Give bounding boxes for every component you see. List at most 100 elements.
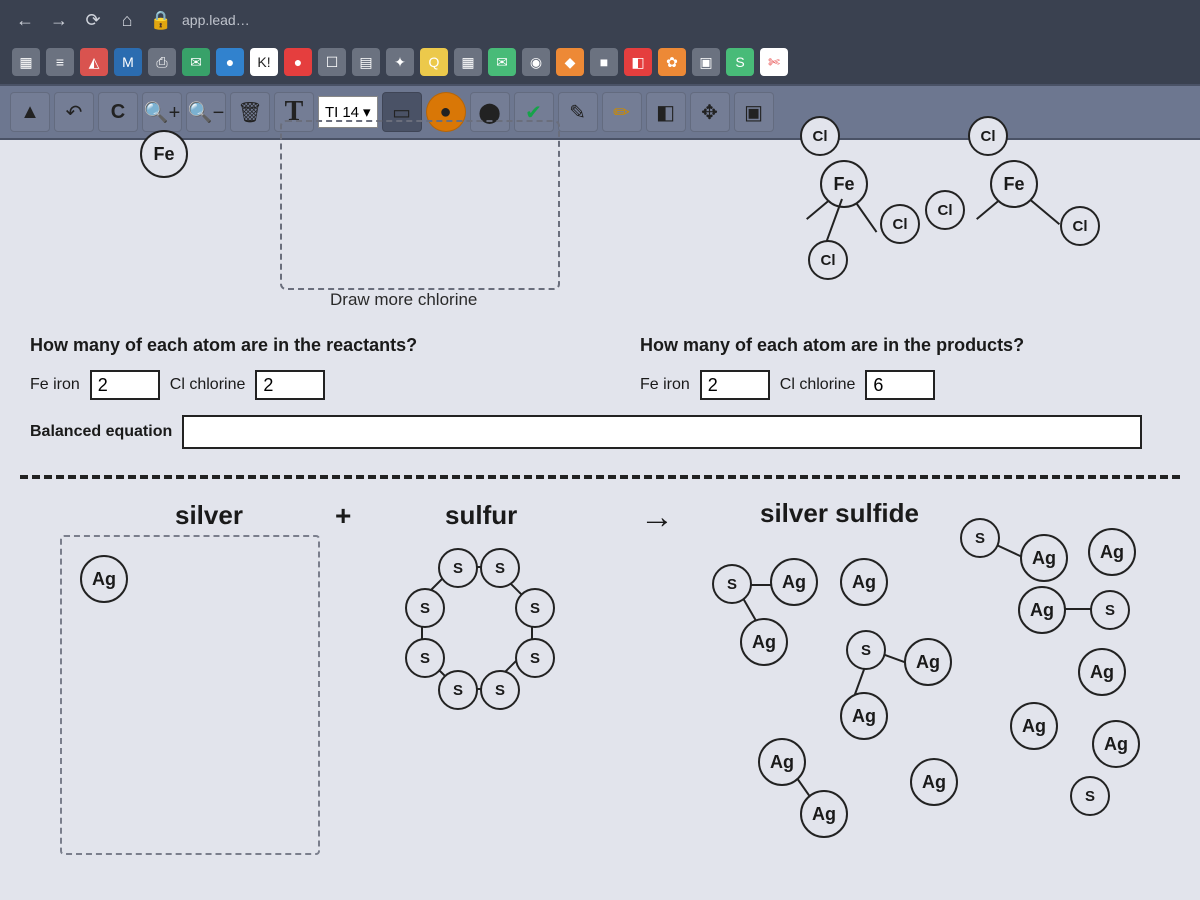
atom-s-product[interactable]: S bbox=[1090, 590, 1130, 630]
atom-ag-product[interactable]: Ag bbox=[1088, 528, 1136, 576]
atom-cl-product[interactable]: Cl bbox=[808, 240, 848, 280]
atom-ag-product[interactable]: Ag bbox=[1020, 534, 1068, 582]
home-button[interactable]: ⌂ bbox=[114, 7, 140, 33]
atom-ag-product[interactable]: Ag bbox=[758, 738, 806, 786]
atom-label: Ag bbox=[922, 772, 946, 793]
atom-s[interactable]: S bbox=[515, 588, 555, 628]
atom-label: S bbox=[495, 560, 505, 577]
pointer-tool[interactable]: ▲ bbox=[10, 92, 50, 132]
fe-label: Fe iron bbox=[30, 376, 80, 394]
atom-label: S bbox=[1085, 788, 1095, 805]
atom-label: Ag bbox=[782, 572, 806, 593]
tab-icon[interactable]: S bbox=[726, 48, 754, 76]
atom-label: Cl bbox=[981, 128, 996, 145]
tab-icon[interactable]: ■ bbox=[590, 48, 618, 76]
atom-label: Ag bbox=[1100, 542, 1124, 563]
zoom-in-tool[interactable]: 🔍+ bbox=[142, 92, 182, 132]
atom-s[interactable]: S bbox=[480, 670, 520, 710]
reactants-fields: Fe iron Cl chlorine bbox=[30, 370, 325, 400]
tab-icon[interactable]: K! bbox=[250, 48, 278, 76]
atom-ag-product[interactable]: Ag bbox=[770, 558, 818, 606]
stamp-tool[interactable]: ✥ bbox=[690, 92, 730, 132]
pen-tool[interactable]: ✎ bbox=[558, 92, 598, 132]
tab-icon[interactable]: ✿ bbox=[658, 48, 686, 76]
reactant-fe-input[interactable] bbox=[90, 370, 160, 400]
atom-fe-product[interactable]: Fe bbox=[820, 160, 868, 208]
atom-ag-product[interactable]: Ag bbox=[904, 638, 952, 686]
tab-icon[interactable]: ▦ bbox=[454, 48, 482, 76]
atom-label: Ag bbox=[1032, 548, 1056, 569]
chevron-down-icon: ▾ bbox=[363, 103, 371, 121]
atom-ag-product[interactable]: Ag bbox=[840, 692, 888, 740]
tab-icon[interactable]: Q bbox=[420, 48, 448, 76]
atom-s[interactable]: S bbox=[515, 638, 555, 678]
tab-icon[interactable]: ▦ bbox=[12, 48, 40, 76]
atom-s[interactable]: S bbox=[405, 638, 445, 678]
tab-icon[interactable]: ✉ bbox=[488, 48, 516, 76]
tab-icon[interactable]: ✄ bbox=[760, 48, 788, 76]
browser-nav-bar: ← → ⟳ ⌂ 🔒 app.lead… bbox=[0, 0, 1200, 40]
atom-s[interactable]: S bbox=[438, 670, 478, 710]
zoom-out-tool[interactable]: 🔍− bbox=[186, 92, 226, 132]
atom-label: Ag bbox=[916, 652, 940, 673]
tab-icon[interactable]: ◆ bbox=[556, 48, 584, 76]
tab-icon[interactable]: ◉ bbox=[522, 48, 550, 76]
atom-s[interactable]: S bbox=[480, 548, 520, 588]
undo-tool[interactable]: ↶ bbox=[54, 92, 94, 132]
atom-ag-product[interactable]: Ag bbox=[1092, 720, 1140, 768]
tab-strip: ▦ ≡ ◭ M ⎙ ✉ ● K! ● ☐ ▤ ✦ Q ▦ ✉ ◉ ◆ ■ ◧ ✿… bbox=[0, 40, 1200, 84]
atom-fe-product[interactable]: Fe bbox=[990, 160, 1038, 208]
tab-icon[interactable]: ✦ bbox=[386, 48, 414, 76]
tab-icon[interactable]: ● bbox=[284, 48, 312, 76]
atom-s-product[interactable]: S bbox=[960, 518, 1000, 558]
reload-button[interactable]: ⟳ bbox=[80, 7, 106, 33]
atom-s-product[interactable]: S bbox=[712, 564, 752, 604]
atom-cl-product[interactable]: Cl bbox=[968, 116, 1008, 156]
atom-ag-product[interactable]: Ag bbox=[1010, 702, 1058, 750]
tab-icon[interactable]: ● bbox=[216, 48, 244, 76]
product-cl-input[interactable] bbox=[865, 370, 935, 400]
atom-ag-product[interactable]: Ag bbox=[1018, 586, 1066, 634]
atom-s[interactable]: S bbox=[438, 548, 478, 588]
tab-icon[interactable]: ▤ bbox=[352, 48, 380, 76]
tab-icon[interactable]: ≡ bbox=[46, 48, 74, 76]
worksheet-canvas[interactable]: Fe Draw more chlorine Fe Cl Cl Cl Fe Cl … bbox=[0, 140, 1200, 900]
reactant-cl-input[interactable] bbox=[255, 370, 325, 400]
url-fragment: app.lead… bbox=[182, 12, 250, 28]
highlighter-tool[interactable]: ✏ bbox=[602, 92, 642, 132]
atom-s-product[interactable]: S bbox=[1070, 776, 1110, 816]
atom-cl-product[interactable]: Cl bbox=[800, 116, 840, 156]
delete-tool[interactable]: 🗑 bbox=[230, 92, 270, 132]
atom-ag-product[interactable]: Ag bbox=[840, 558, 888, 606]
draw-chlorine-zone[interactable] bbox=[280, 120, 560, 290]
atom-cl-product[interactable]: Cl bbox=[925, 190, 965, 230]
atom-cl-product[interactable]: Cl bbox=[1060, 206, 1100, 246]
atom-label: S bbox=[530, 600, 540, 617]
atom-ag-product[interactable]: Ag bbox=[740, 618, 788, 666]
tab-icon[interactable]: ◧ bbox=[624, 48, 652, 76]
tab-icon[interactable]: M bbox=[114, 48, 142, 76]
tab-icon[interactable]: ▣ bbox=[692, 48, 720, 76]
atom-ag-product[interactable]: Ag bbox=[800, 790, 848, 838]
more-tool[interactable]: ▣ bbox=[734, 92, 774, 132]
tab-icon[interactable]: ☐ bbox=[318, 48, 346, 76]
tab-icon[interactable]: ⎙ bbox=[148, 48, 176, 76]
atom-cl-product[interactable]: Cl bbox=[880, 204, 920, 244]
atom-s[interactable]: S bbox=[405, 588, 445, 628]
balanced-equation-input[interactable] bbox=[182, 415, 1142, 449]
back-button[interactable]: ← bbox=[12, 7, 38, 33]
product-fe-input[interactable] bbox=[700, 370, 770, 400]
atom-s-product[interactable]: S bbox=[846, 630, 886, 670]
atom-label: Ag bbox=[770, 752, 794, 773]
eraser-tool[interactable]: ◧ bbox=[646, 92, 686, 132]
forward-button[interactable]: → bbox=[46, 7, 72, 33]
copy-tool[interactable]: C bbox=[98, 92, 138, 132]
atom-fe-reactant[interactable]: Fe bbox=[140, 130, 188, 178]
atom-ag-product[interactable]: Ag bbox=[910, 758, 958, 806]
atom-ag-reactant[interactable]: Ag bbox=[80, 555, 128, 603]
atom-ag-product[interactable]: Ag bbox=[1078, 648, 1126, 696]
tab-icon[interactable]: ✉ bbox=[182, 48, 210, 76]
font-size-value: 14 bbox=[342, 104, 359, 121]
font-label: TI bbox=[325, 104, 338, 121]
tab-icon[interactable]: ◭ bbox=[80, 48, 108, 76]
